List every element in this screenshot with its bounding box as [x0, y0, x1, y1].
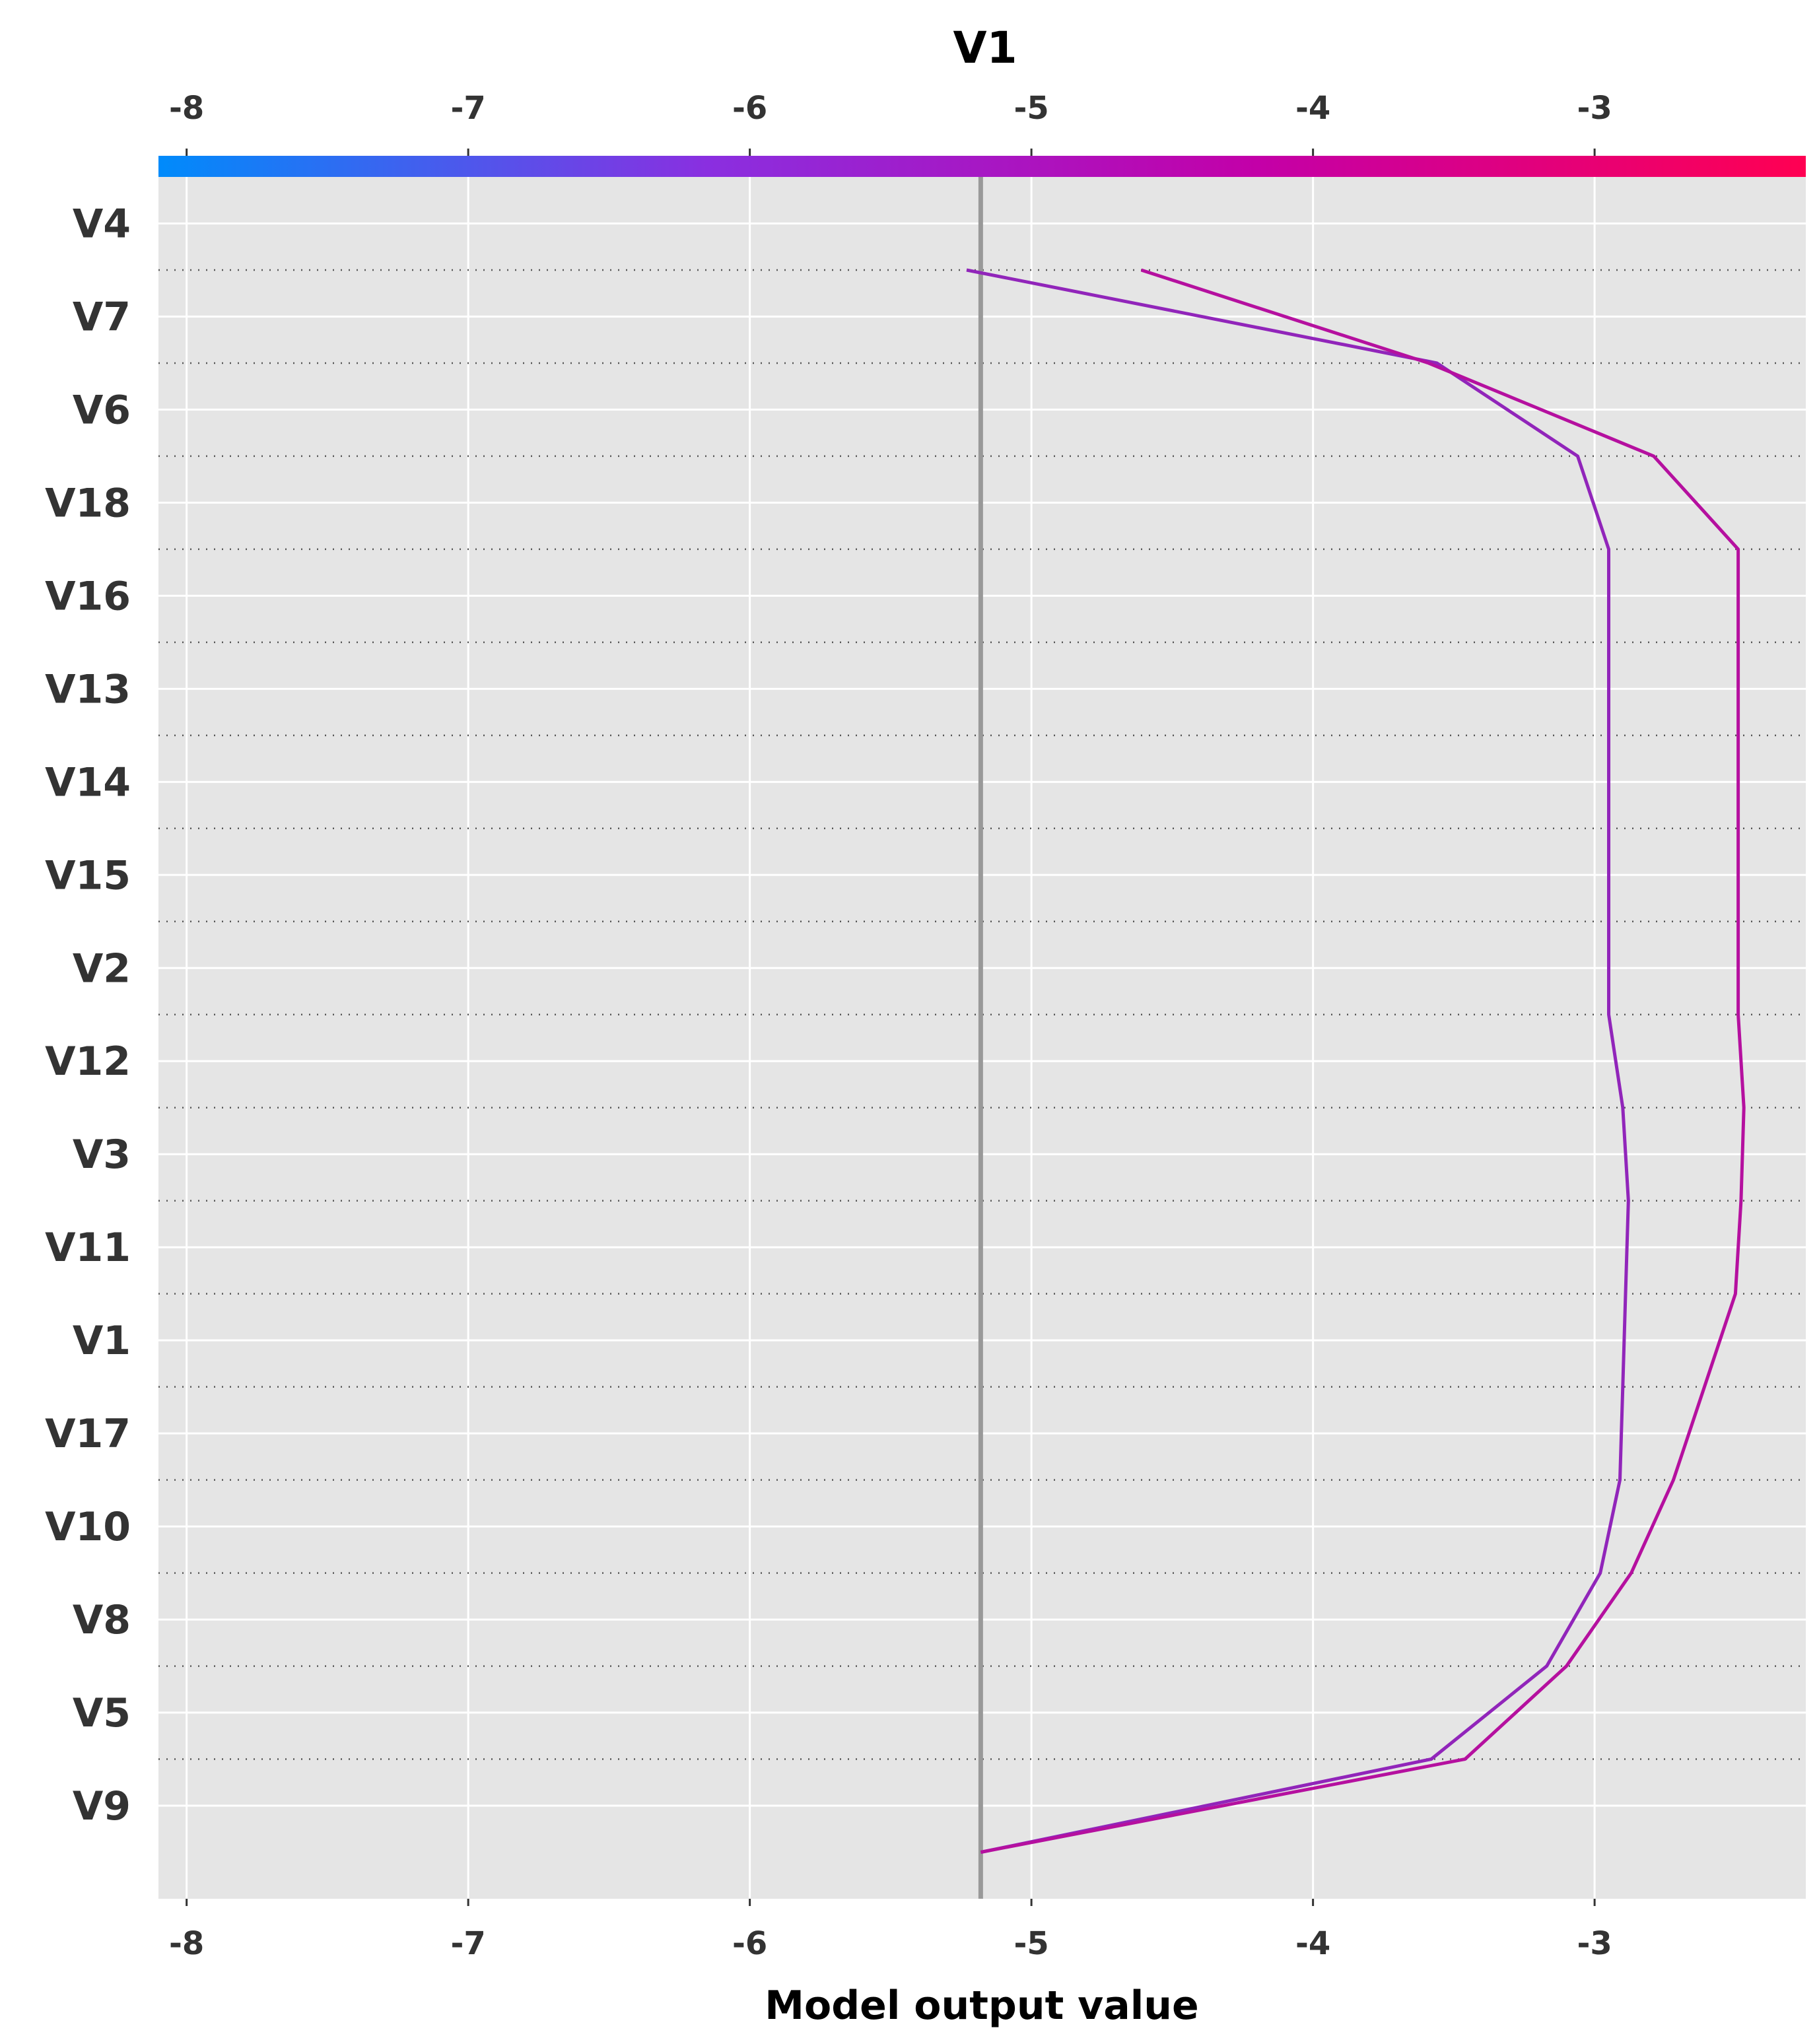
chart-title: V1 [953, 22, 1017, 73]
feature-label: V8 [73, 1597, 131, 1643]
x-tick-label-top: -7 [450, 90, 485, 127]
top-tick-labels: -8 -7 -6 -5 -4 -3 [169, 90, 1612, 156]
x-tick-label-top: -6 [732, 90, 767, 127]
feature-label: V17 [45, 1411, 131, 1457]
colorbar [158, 156, 1806, 177]
series-line [966, 268, 1630, 1854]
x-tick-label-top: -4 [1295, 90, 1330, 127]
x-tick-label-bottom: -3 [1577, 1925, 1612, 1962]
series-layer [966, 268, 1746, 1854]
feature-label: V15 [45, 852, 131, 899]
x-tick-label-bottom: -5 [1013, 1925, 1048, 1962]
feature-label: V5 [73, 1690, 131, 1736]
x-tick-label-top: -3 [1577, 90, 1612, 127]
feature-label: V16 [45, 573, 131, 619]
feature-label: V7 [73, 294, 131, 340]
bottom-tick-labels: -8 -7 -6 -5 -4 -3 [169, 1899, 1612, 1962]
feature-label: V4 [73, 201, 131, 247]
x-tick-label-top: -5 [1013, 90, 1048, 127]
feature-label: V10 [45, 1504, 131, 1550]
x-tick-label-bottom: -8 [169, 1925, 204, 1962]
series-line [980, 268, 1746, 1854]
feature-label: V9 [73, 1783, 131, 1829]
feature-labels: V4 V7 V6 V18 V16 V13 V14 V15 V2 V12 V3 V11 V1 V17 V10 V… [45, 201, 131, 1829]
feature-label: V2 [73, 945, 131, 992]
feature-label: V18 [45, 480, 131, 526]
x-tick-label-bottom: -7 [450, 1925, 485, 1962]
feature-label: V11 [45, 1225, 131, 1271]
x-tick-label-bottom: -6 [732, 1925, 767, 1962]
feature-label: V12 [45, 1039, 131, 1085]
feature-label: V6 [73, 387, 131, 433]
feature-label: V13 [45, 666, 131, 712]
feature-label: V3 [73, 1132, 131, 1178]
feature-label: V1 [73, 1318, 131, 1364]
feature-label: V14 [45, 759, 131, 805]
x-tick-label-top: -8 [169, 90, 204, 127]
x-tick-label-bottom: -4 [1295, 1925, 1330, 1962]
x-axis-label: Model output value [765, 1983, 1198, 2029]
